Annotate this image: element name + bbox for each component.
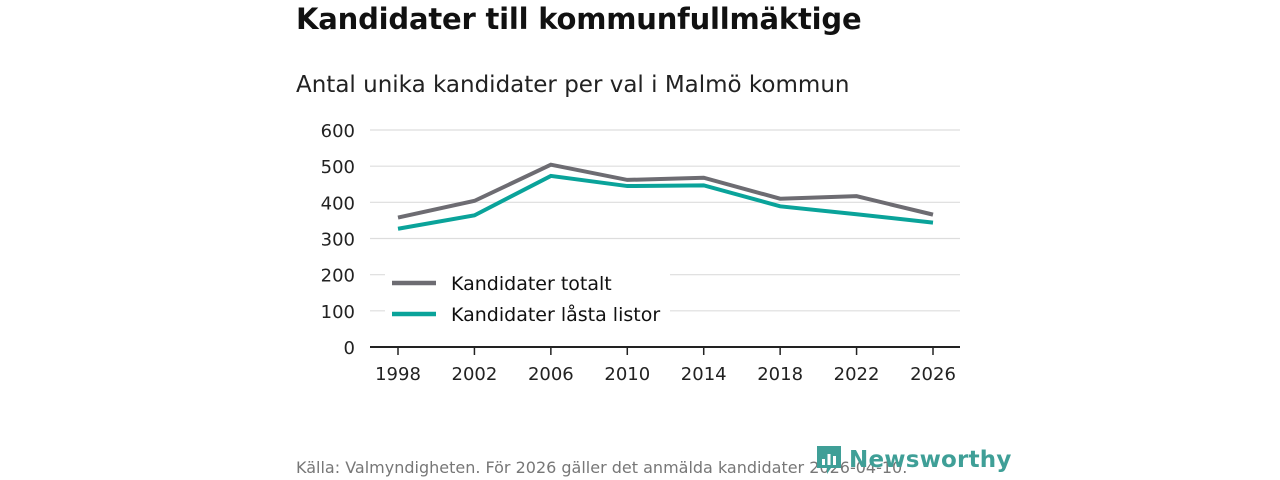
- newsworthy-logo-icon: [817, 446, 841, 474]
- series-line-1: [397, 162, 934, 220]
- y-tick-label: 500: [321, 157, 355, 178]
- x-tick-label: 2018: [757, 364, 803, 385]
- x-tick-label: 2006: [528, 364, 574, 385]
- x-tick-label: 2002: [452, 364, 498, 385]
- legend-label: Kandidater låsta listor: [451, 303, 660, 326]
- brand-name: Newsworthy: [849, 447, 1012, 473]
- legend: Kandidater totalt Kandidater låsta listor: [385, 260, 670, 332]
- legend-background: [385, 260, 670, 332]
- y-tick-label: 300: [321, 230, 355, 251]
- x-tick-label: 2022: [834, 364, 880, 385]
- y-tick-label: 0: [344, 338, 355, 359]
- y-tick-label: 600: [321, 121, 355, 142]
- series-layer: [397, 162, 934, 231]
- legend-label: Kandidater totalt: [451, 273, 612, 295]
- axis-layer: 0 100 200 300 400 500 600 1998 2002 2006 2010 2014 2…: [321, 121, 960, 385]
- brand-logo: Newsworthy: [815, 444, 1012, 476]
- x-tick-label: 1998: [375, 364, 421, 385]
- x-tick-label: 2026: [910, 364, 956, 385]
- y-tick-label: 200: [321, 266, 355, 287]
- x-tick-label: 2010: [604, 364, 650, 385]
- chart-title: Kandidater till kommunfullmäktige: [296, 2, 862, 36]
- series-line-2: [397, 173, 934, 231]
- x-tick-label: 2014: [681, 364, 727, 385]
- y-tick-label: 100: [321, 302, 355, 323]
- chart-subtitle: Antal unika kandidater per val i Malmö k…: [296, 72, 850, 98]
- y-tick-label: 400: [321, 193, 355, 214]
- source-note: Källa: Valmyndigheten. För 2026 gäller d…: [296, 458, 908, 477]
